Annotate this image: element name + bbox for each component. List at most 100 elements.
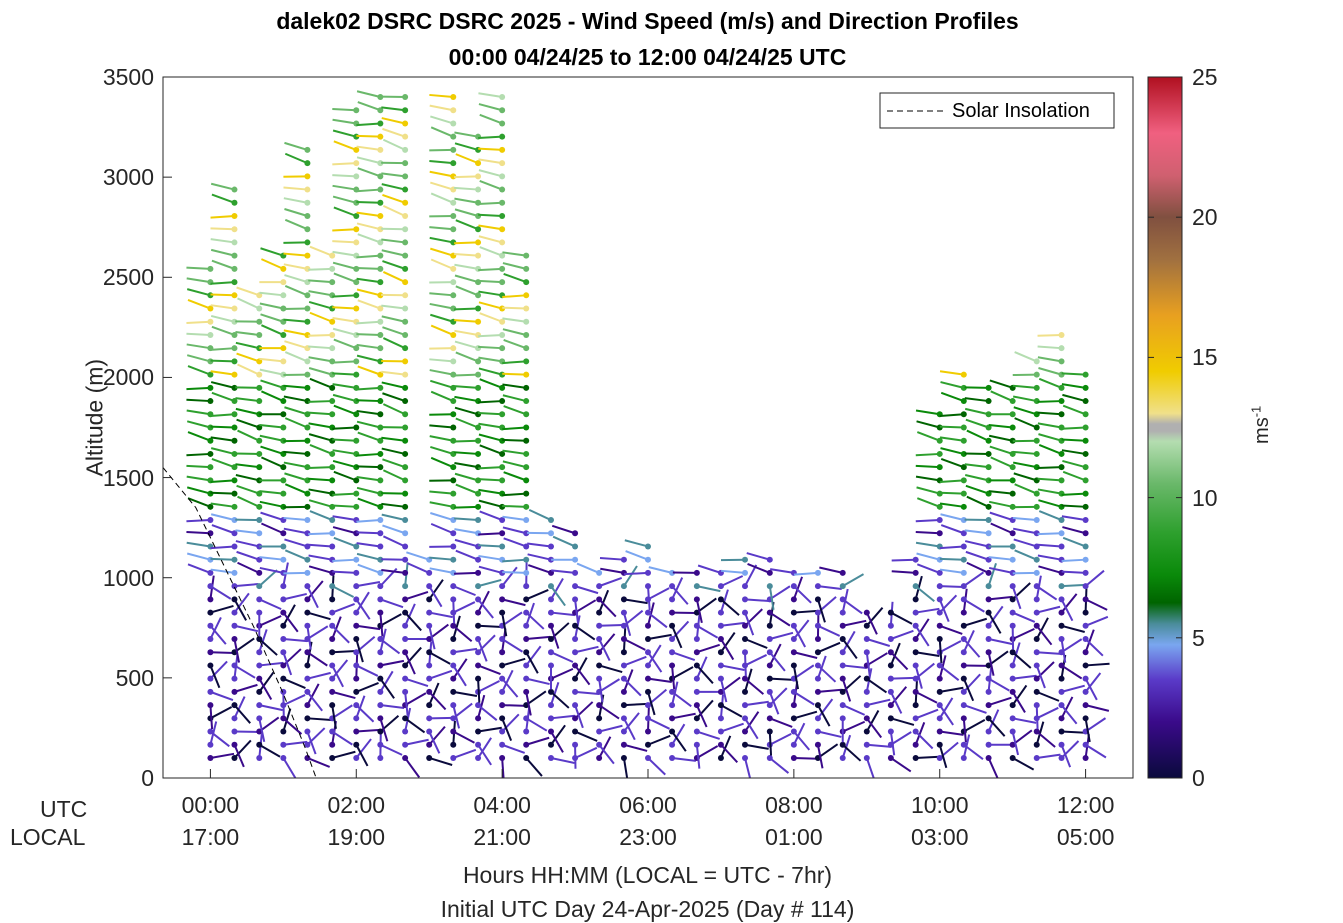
wind-barb-point (961, 636, 967, 642)
wind-barb-point (207, 689, 213, 695)
y-tick-label: 2000 (94, 364, 154, 391)
wind-barb-point (402, 319, 408, 325)
wind-barb-point (767, 729, 773, 735)
wind-barb (210, 228, 234, 229)
wind-barb (940, 493, 964, 494)
wind-barb-point (548, 715, 554, 721)
wind-barb-point (1010, 676, 1016, 682)
wind-barb-point (1010, 596, 1016, 602)
wind-barb-point (840, 570, 846, 576)
wind-barb-point (377, 398, 383, 404)
wind-barb-point (499, 755, 505, 761)
wind-barb-point (256, 596, 262, 602)
wind-barb-point (377, 279, 383, 285)
wind-barb-point (1083, 438, 1089, 444)
wind-barb-point (888, 676, 894, 682)
y-tick-label: 0 (94, 765, 154, 792)
wind-barb-point (353, 491, 359, 497)
wind-barb-point (1034, 570, 1040, 576)
wind-barb-point (475, 596, 481, 602)
wind-barb-point (523, 662, 529, 668)
wind-barb-point (742, 715, 748, 721)
wind-barb-point (402, 279, 408, 285)
wind-barb (332, 307, 356, 308)
wind-barb-point (523, 504, 529, 510)
wind-barb (1062, 585, 1086, 586)
wind-barb-point (742, 583, 748, 589)
wind-barb-point (840, 755, 846, 761)
wind-barb-point (718, 729, 724, 735)
wind-barb-point (499, 702, 505, 708)
wind-barb-point (402, 557, 408, 563)
wind-barb-point (256, 570, 262, 576)
wind-barb-point (767, 676, 773, 682)
wind-barb-point (304, 557, 310, 563)
wind-barb-point (986, 702, 992, 708)
wind-barb-point (304, 253, 310, 259)
wind-barb-point (961, 623, 967, 629)
wind-barb-point (231, 200, 237, 206)
wind-barb-point (840, 623, 846, 629)
wind-barb (332, 439, 356, 440)
wind-barb-point (913, 662, 919, 668)
wind-barb-point (329, 411, 335, 417)
wind-barb-point (450, 477, 456, 483)
wind-barb-point (329, 319, 335, 325)
wind-barb-point (913, 742, 919, 748)
wind-barb (210, 427, 234, 428)
wind-barb-point (1034, 662, 1040, 668)
wind-barb-point (499, 239, 505, 245)
wind-barb-point (499, 398, 505, 404)
wind-barb-point (1059, 689, 1065, 695)
wind-barb-point (937, 636, 943, 642)
wind-barb-point (377, 729, 383, 735)
wind-barb-point (913, 729, 919, 735)
wind-barb-point (1010, 477, 1016, 483)
wind-barb (356, 268, 380, 269)
wind-barb-point (280, 292, 286, 298)
wind-barb-point (1034, 742, 1040, 748)
wind-barb-point (523, 742, 529, 748)
wind-barb-point (231, 662, 237, 668)
wind-barb-point (231, 755, 237, 761)
wind-barb (770, 679, 794, 680)
wind-barb-point (888, 729, 894, 735)
wind-barb-point (304, 147, 310, 153)
wind-barb-point (815, 649, 821, 655)
wind-barb (478, 679, 479, 703)
wind-barb-point (402, 610, 408, 616)
wind-barb (599, 625, 623, 626)
wind-barb-point (377, 583, 383, 589)
wind-barb-point (231, 253, 237, 259)
wind-barb (332, 560, 356, 561)
colorbar-tick-label: 15 (1192, 344, 1218, 371)
x-tick-label-local: 21:00 (452, 824, 552, 851)
wind-barb-point (231, 306, 237, 312)
wind-barb-point (791, 623, 797, 629)
wind-barb-point (426, 649, 432, 655)
wind-barb-point (937, 742, 943, 748)
wind-barb-point (353, 570, 359, 576)
wind-barb-point (329, 517, 335, 523)
wind-barb-point (1010, 398, 1016, 404)
wind-barb-point (961, 583, 967, 589)
wind-barb-point (450, 729, 456, 735)
wind-barb-point (377, 200, 383, 206)
wind-barb-point (353, 715, 359, 721)
wind-barb-point (815, 676, 821, 682)
wind-barb-point (913, 649, 919, 655)
wind-barb-point (231, 477, 237, 483)
wind-barb-point (499, 543, 505, 549)
wind-barb-point (329, 623, 335, 629)
wind-barb-point (402, 134, 408, 140)
wind-barb-point (645, 570, 651, 576)
wind-barb (502, 440, 526, 441)
wind-barb-point (256, 662, 262, 668)
wind-barb-point (207, 729, 213, 735)
wind-barb-point (548, 742, 554, 748)
wind-barb-point (377, 636, 383, 642)
wind-barb-point (791, 610, 797, 616)
wind-barb-point (426, 610, 432, 616)
wind-barb-point (961, 372, 967, 378)
wind-barb-point (304, 596, 310, 602)
